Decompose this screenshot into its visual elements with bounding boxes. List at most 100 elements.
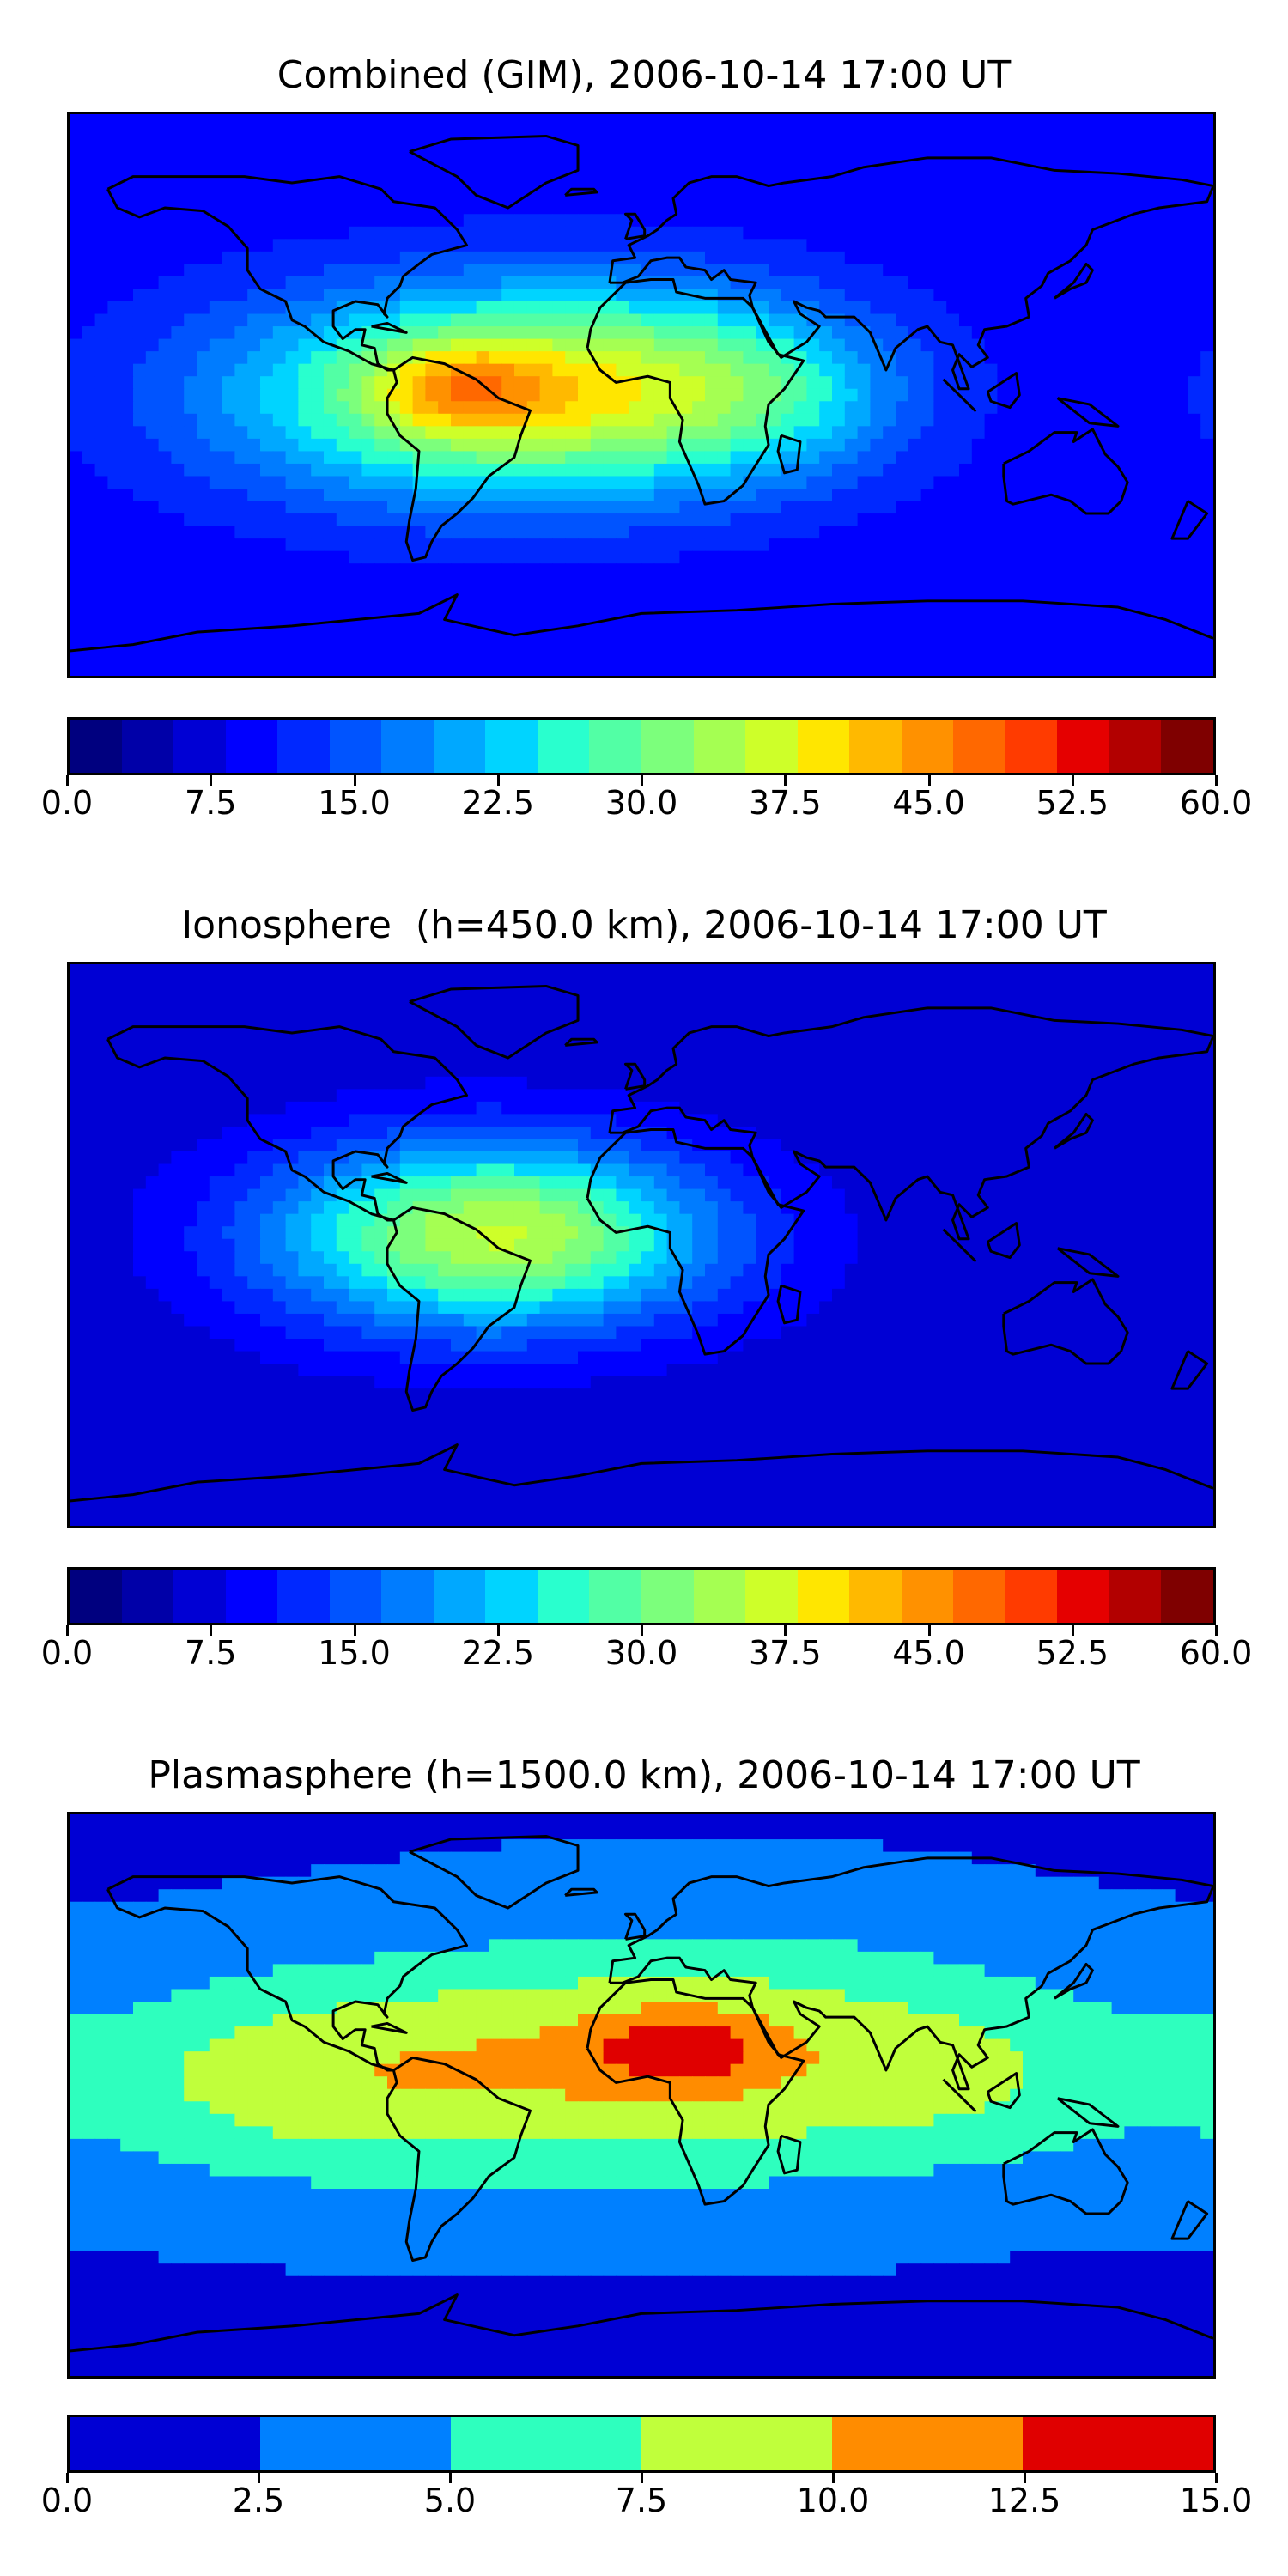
field-cell (311, 638, 325, 652)
field-cell (272, 625, 287, 639)
field-cell (590, 625, 605, 639)
field-cell (171, 976, 185, 990)
field-cell (666, 600, 680, 614)
field-cell (971, 989, 986, 1003)
field-cell (653, 351, 668, 365)
field-cell (132, 613, 147, 627)
field-cell (857, 563, 871, 577)
field-cell (844, 451, 859, 465)
field-cell (679, 401, 693, 415)
field-cell (526, 351, 541, 365)
field-cell (959, 226, 973, 240)
field-cell (513, 638, 528, 652)
field-cell (260, 214, 274, 228)
field-cell (603, 501, 617, 514)
field-cell (539, 151, 554, 165)
field-cell (1111, 376, 1126, 390)
field-cell (476, 426, 489, 440)
field-cell (476, 1001, 489, 1015)
field-cell (793, 376, 808, 390)
field-cell (1200, 301, 1213, 315)
field-cell (743, 338, 756, 352)
field-cell (272, 613, 287, 627)
field-cell (145, 388, 160, 402)
field-cell (883, 1001, 896, 1015)
field-cell (489, 301, 502, 315)
field-cell (539, 363, 554, 377)
field-cell (184, 663, 197, 676)
field-cell (120, 426, 134, 440)
field-cell (870, 189, 884, 203)
field-cell (679, 351, 693, 365)
field-cell (908, 538, 922, 552)
field-cell (526, 276, 541, 290)
field-cell (793, 226, 808, 240)
field-cell (107, 201, 121, 215)
field-cell (1073, 1039, 1087, 1053)
field-cell (387, 1026, 401, 1040)
field-cell (349, 438, 363, 452)
field-cell (908, 438, 922, 452)
field-cell (781, 1039, 795, 1053)
field-cell (1111, 451, 1126, 465)
field-cell (438, 1051, 452, 1065)
field-cell (629, 114, 642, 128)
field-cell (1150, 513, 1163, 527)
field-cell (476, 351, 489, 365)
field-cell (984, 289, 999, 302)
field-cell (513, 1051, 528, 1065)
field-cell (819, 550, 833, 564)
field-cell (920, 1064, 935, 1078)
field-cell (349, 526, 363, 539)
field-cell (743, 964, 756, 978)
field-cell (641, 413, 655, 427)
field-cell (743, 989, 756, 1003)
field-cell (425, 1076, 439, 1090)
field-cell (1010, 176, 1024, 190)
field-cell (666, 663, 680, 676)
field-cell (933, 139, 947, 153)
field-cell (1060, 538, 1074, 552)
field-cell (107, 151, 121, 165)
field-cell (1023, 976, 1036, 990)
field-cell (730, 376, 744, 390)
field-cell (653, 176, 668, 190)
field-cell (1162, 563, 1176, 577)
field-cell (247, 451, 261, 465)
field-cell (590, 413, 605, 427)
field-cell (209, 239, 223, 252)
field-cell (222, 563, 236, 577)
field-cell (793, 489, 808, 502)
field-cell (120, 189, 134, 203)
field-cell (513, 139, 528, 153)
field-cell (412, 976, 427, 990)
field-cell (311, 388, 325, 402)
field-cell (285, 338, 299, 352)
field-cell (552, 638, 566, 652)
field-cell (323, 550, 337, 564)
field-cell (145, 463, 160, 477)
field-cell (489, 989, 502, 1003)
field-cell (94, 513, 108, 527)
field-cell (323, 214, 337, 228)
field-cell (222, 575, 236, 589)
field-cell (171, 600, 185, 614)
field-cell (908, 638, 922, 652)
field-cell (438, 489, 452, 502)
heatmap-field (70, 964, 1213, 1526)
field-cell (578, 276, 592, 290)
field-cell (653, 563, 668, 577)
field-cell (311, 575, 325, 589)
field-cell (425, 214, 439, 228)
field-cell (857, 451, 871, 465)
field-cell (565, 363, 579, 377)
field-cell (463, 289, 477, 302)
field-cell (717, 538, 732, 552)
field-cell (1023, 451, 1036, 465)
field-cell (616, 326, 629, 340)
field-cell (552, 1039, 566, 1053)
field-cell (501, 1076, 515, 1090)
field-cell (1200, 126, 1213, 140)
field-cell (1023, 388, 1036, 402)
field-cell (883, 1076, 896, 1090)
